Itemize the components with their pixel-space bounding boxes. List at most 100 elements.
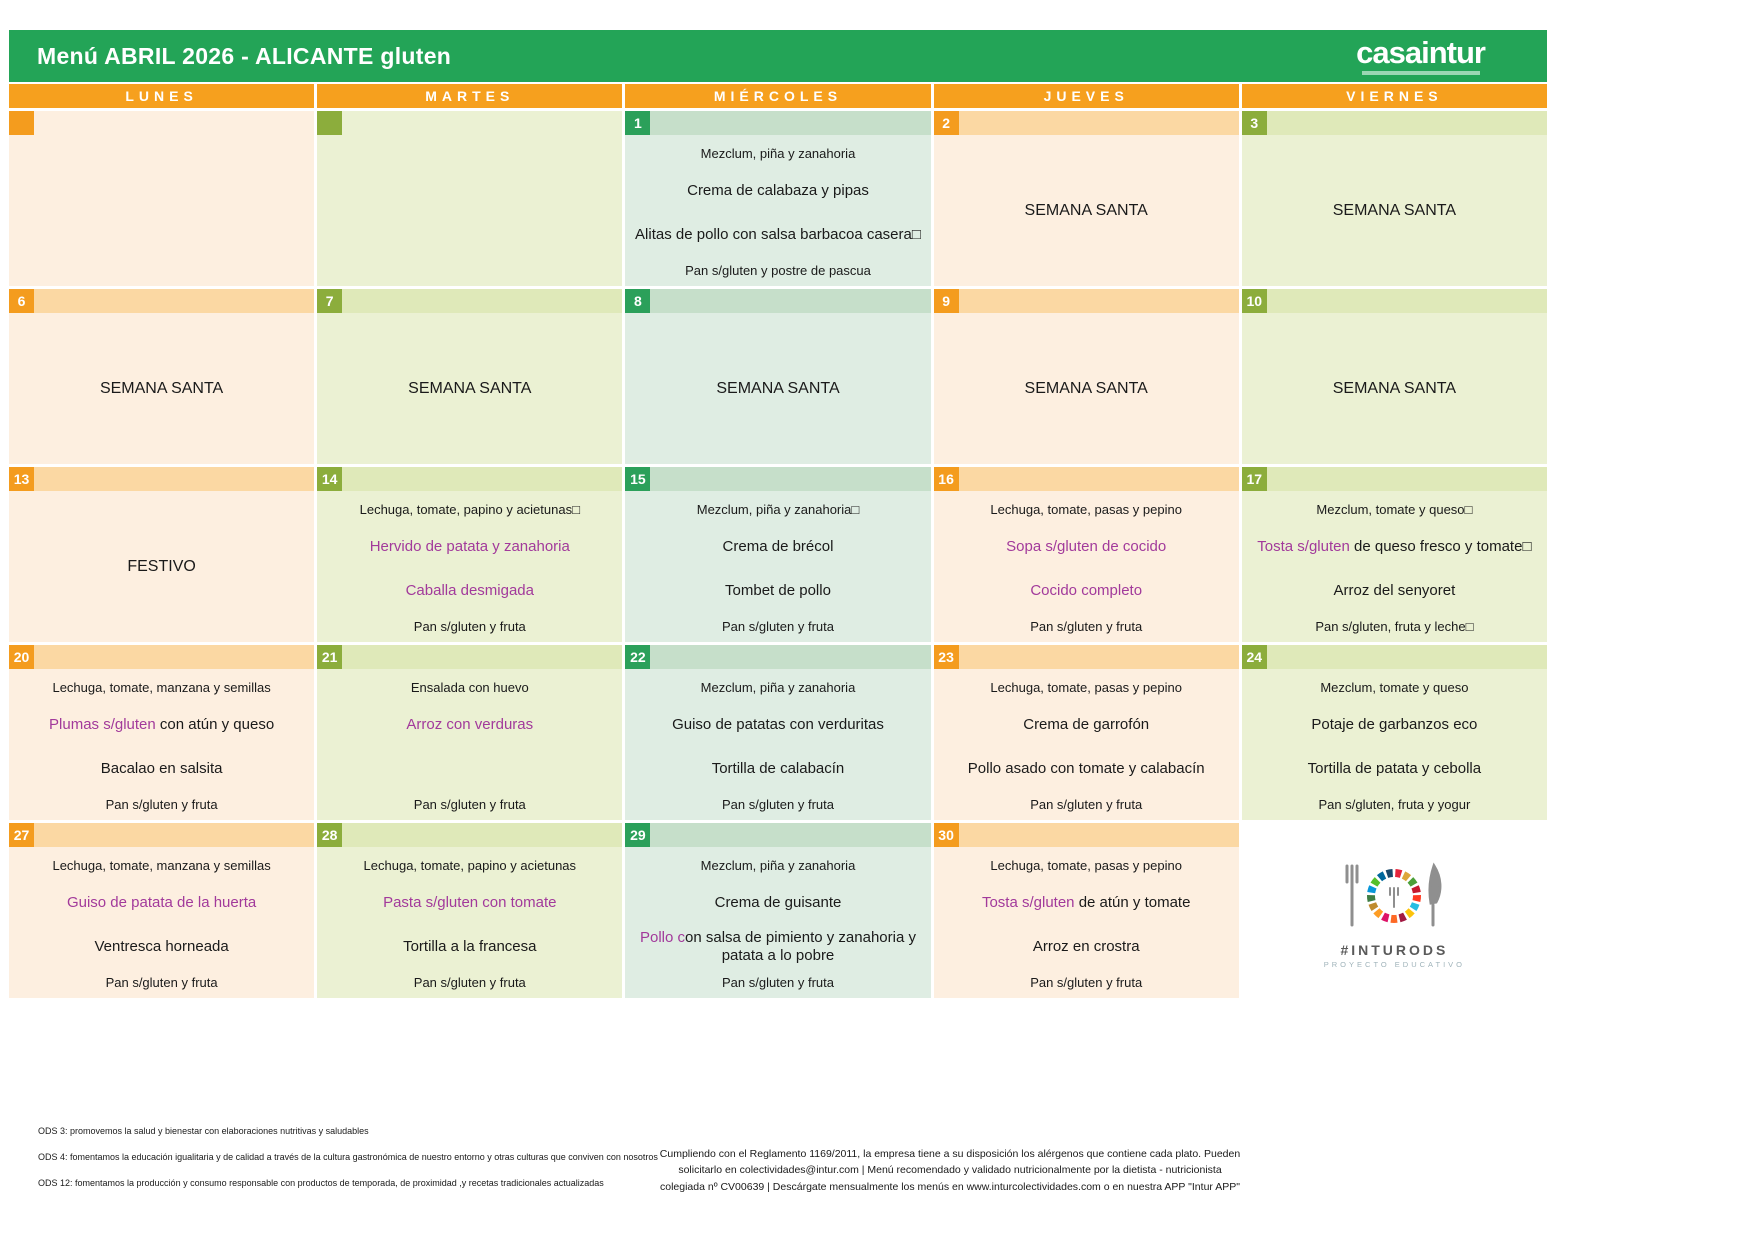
menu-bread-dessert-line: Pan s/gluten y fruta <box>632 975 923 990</box>
menu-first-course: Crema de guisante <box>632 894 923 912</box>
menu-first-course: Arroz con verduras <box>324 716 615 734</box>
menu-second-course: Caballa desmigada <box>324 582 615 600</box>
dish-text: Arroz en crostra <box>1032 937 1140 955</box>
dish-text: Pan s/gluten y fruta <box>721 975 834 991</box>
day-cell-23: 23 Lechuga, tomate, pasas y pepino Crema d… <box>933 645 1239 820</box>
day-cell-content: FESTIVO <box>9 491 314 642</box>
day-number-badge: 27 <box>9 823 34 847</box>
menu-first-course: Guiso de patatas con verduritas <box>632 716 923 734</box>
dish-text-highlight: Tosta s/gluten <box>981 894 1079 912</box>
inturods-logo-area: #INTURODS PROYECTO EDUCATIVO <box>1241 823 1547 998</box>
menu-first-course: Plumas s/gluten con atún y queso <box>16 716 307 734</box>
dish-text: Mezclum, tomate y queso□ <box>1316 502 1473 518</box>
day-number-badge: 6 <box>9 289 34 313</box>
dish-text: Pan s/gluten y fruta <box>105 975 218 991</box>
day-number-badge: 13 <box>9 467 34 491</box>
menu-second-course: Tortilla de calabacín <box>632 760 923 778</box>
dish-text: Pan s/gluten y fruta <box>1030 975 1143 991</box>
ods-note-3: ODS 3: promovemos la salud y bienestar c… <box>38 1126 369 1136</box>
day-cell-21: 21 Ensalada con huevo Arroz con verduras Pa… <box>317 645 623 820</box>
sdg-ring-segment <box>1367 894 1376 903</box>
menu-bread-dessert-line: Pan s/gluten y fruta <box>941 619 1232 634</box>
dish-text: Mezclum, piña y zanahoria□ <box>696 502 860 518</box>
day-cell-3: 3 SEMANA SANTA <box>1241 111 1547 286</box>
dish-text: Tortilla de calabacín <box>711 759 845 777</box>
day-number-band: 27 <box>9 823 315 847</box>
menu-salad-line: Mezclum, piña y zanahoria <box>632 680 923 695</box>
dish-text: Lechuga, tomate, papino y acietunas <box>363 858 577 874</box>
day-number-band: 29 <box>625 823 931 847</box>
dish-text: Mezclum, tomate y queso <box>1320 680 1469 696</box>
dish-text: de atún y tomate <box>1078 894 1191 912</box>
dish-text-highlight: Caballa desmigada <box>405 581 534 599</box>
menu-second-course: Cocido completo <box>941 582 1232 600</box>
document-header: Menú ABRIL 2026 - ALICANTE gluten casain… <box>9 30 1547 82</box>
sdg-ring-segment <box>1368 902 1379 912</box>
sdg-ring-segment <box>1395 869 1403 878</box>
casaintur-logo: casaintur <box>1356 37 1486 75</box>
day-number-badge: 20 <box>9 645 34 669</box>
day-cell-1: 1 Mezclum, piña y zanahoria Crema de calab… <box>625 111 931 286</box>
day-cell-22: 22 Mezclum, piña y zanahoria Guiso de pata… <box>625 645 931 820</box>
dish-text: Pan s/gluten y fruta <box>1030 619 1143 635</box>
day-number-band: 28 <box>317 823 623 847</box>
dish-text: on salsa de pimiento y zanahoria y patat… <box>685 928 916 964</box>
holiday-label: SEMANA SANTA <box>99 379 224 397</box>
weekday-label: LUNES <box>125 88 198 104</box>
day-number-band: 7 <box>317 289 623 313</box>
menu-first-course: Tosta s/gluten de queso fresco y tomate□ <box>1249 538 1540 556</box>
day-number-badge: 15 <box>625 467 651 491</box>
dish-text: Arroz del senyoret <box>1333 581 1456 599</box>
day-number-badge: 28 <box>317 823 343 847</box>
weekday-label: VIERNES <box>1346 88 1443 104</box>
day-cell-content: Lechuga, tomate, pasas y pepino Tosta s/g… <box>934 847 1239 998</box>
day-number-band: 13 <box>9 467 315 491</box>
day-cell-content: SEMANA SANTA <box>317 313 622 464</box>
menu-bread-dessert-line: Pan s/gluten y fruta <box>324 797 615 812</box>
day-number-badge <box>317 111 343 135</box>
menu-bread-dessert-line: Pan s/gluten y fruta <box>16 975 307 990</box>
sdg-ring-segment <box>1377 871 1387 882</box>
dish-text: Tombet de pollo <box>725 581 831 599</box>
dish-text: Lechuga, tomate, pasas y pepino <box>990 858 1182 874</box>
dish-text: Tortilla de patata y cebolla <box>1307 759 1482 777</box>
weekday-label: JUEVES <box>1043 88 1129 104</box>
dish-text-highlight: Cocido completo <box>1030 581 1143 599</box>
menu-salad-line: Mezclum, piña y zanahoria <box>632 146 923 161</box>
dish-text-highlight: Arroz con verduras <box>406 716 534 734</box>
mini-fork-icon <box>1389 887 1400 908</box>
menu-bread-dessert-line: Pan s/gluten y fruta <box>941 975 1232 990</box>
dish-text: Pan s/gluten y fruta <box>721 797 834 813</box>
dish-text: Mezclum, piña y zanahoria <box>700 146 856 162</box>
menu-first-course: Crema de calabaza y pipas <box>632 182 923 200</box>
dish-text: Pan s/gluten y fruta <box>721 619 834 635</box>
day-number-band: 24 <box>1241 645 1547 669</box>
inturods-subtitle: PROYECTO EDUCATIVO <box>1323 960 1466 969</box>
menu-salad-line: Lechuga, tomate, pasas y pepino <box>941 858 1232 873</box>
weekday-header-jueves: JUEVES <box>933 84 1239 108</box>
day-number-band: 30 <box>933 823 1239 847</box>
fork-icon <box>1345 864 1359 927</box>
day-cell-content: Lechuga, tomate, papino y acietunas□ Herv… <box>317 491 622 642</box>
menu-first-course: Crema de garrofón <box>941 716 1232 734</box>
dish-text: Pan s/gluten, fruta y leche□ <box>1315 619 1474 635</box>
day-cell-27: 27 Lechuga, tomate, manzana y semillas Gui… <box>9 823 315 998</box>
menu-second-course: Ventresca horneada <box>16 938 307 956</box>
menu-bread-dessert-line: Pan s/gluten y fruta <box>941 797 1232 812</box>
day-number-badge: 22 <box>625 645 651 669</box>
dish-text: Pan s/gluten y fruta <box>105 797 218 813</box>
menu-salad-line: Lechuga, tomate, manzana y semillas <box>16 858 307 873</box>
day-cell-14: 14 Lechuga, tomate, papino y acietunas□ He… <box>317 467 623 642</box>
weekday-header-viernes: VIERNES <box>1241 84 1547 108</box>
day-number-band: 15 <box>625 467 931 491</box>
menu-first-course: Pasta s/gluten con tomate <box>324 894 615 912</box>
day-cell-7: 7 SEMANA SANTA <box>317 289 623 464</box>
ods-note-12: ODS 12: fomentamos la producción y consu… <box>38 1178 604 1188</box>
day-cell-13: 13 FESTIVO <box>9 467 315 642</box>
dish-text: Guiso de patatas con verduritas <box>672 716 884 734</box>
day-cell-content <box>9 135 314 286</box>
sdg-ring-segment <box>1367 885 1377 894</box>
day-number-band: 3 <box>1241 111 1547 135</box>
menu-salad-line: Mezclum, piña y zanahoria□ <box>632 502 923 517</box>
day-cell-blank <box>317 111 623 286</box>
